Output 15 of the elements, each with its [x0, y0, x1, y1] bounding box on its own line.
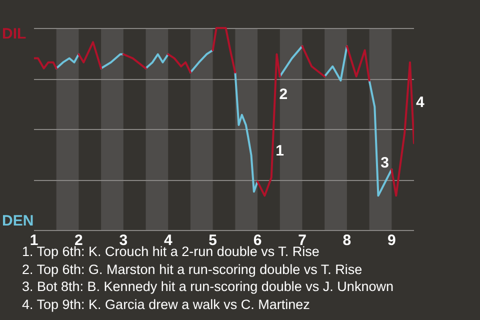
annotation: 3 — [380, 154, 390, 172]
x-tick-label: 6 — [253, 232, 262, 250]
annotation: 2 — [279, 86, 288, 103]
text: 2. Top 6th: G. Marston hit a run-scoring double vs T. Rise — [22, 260, 364, 278]
x-tick-label: 1 — [30, 232, 38, 250]
text: DEN — [2, 212, 34, 230]
annotation: 1 — [276, 142, 284, 160]
text: 4. Top 9th: K. Garcia drew a walk vs C. Martinez — [22, 296, 311, 314]
x-tick-label: 9 — [387, 232, 396, 250]
x-tick-label: 5 — [208, 232, 217, 250]
x-tick-label: 3 — [119, 232, 128, 250]
annotation: 4 — [416, 94, 425, 111]
text: 3. Bot 8th: B. Kennedy hit a run-scoring double vs J. Unknown — [22, 278, 394, 296]
x-tick-label: 8 — [342, 232, 352, 250]
series-label: DIL — [2, 26, 26, 43]
